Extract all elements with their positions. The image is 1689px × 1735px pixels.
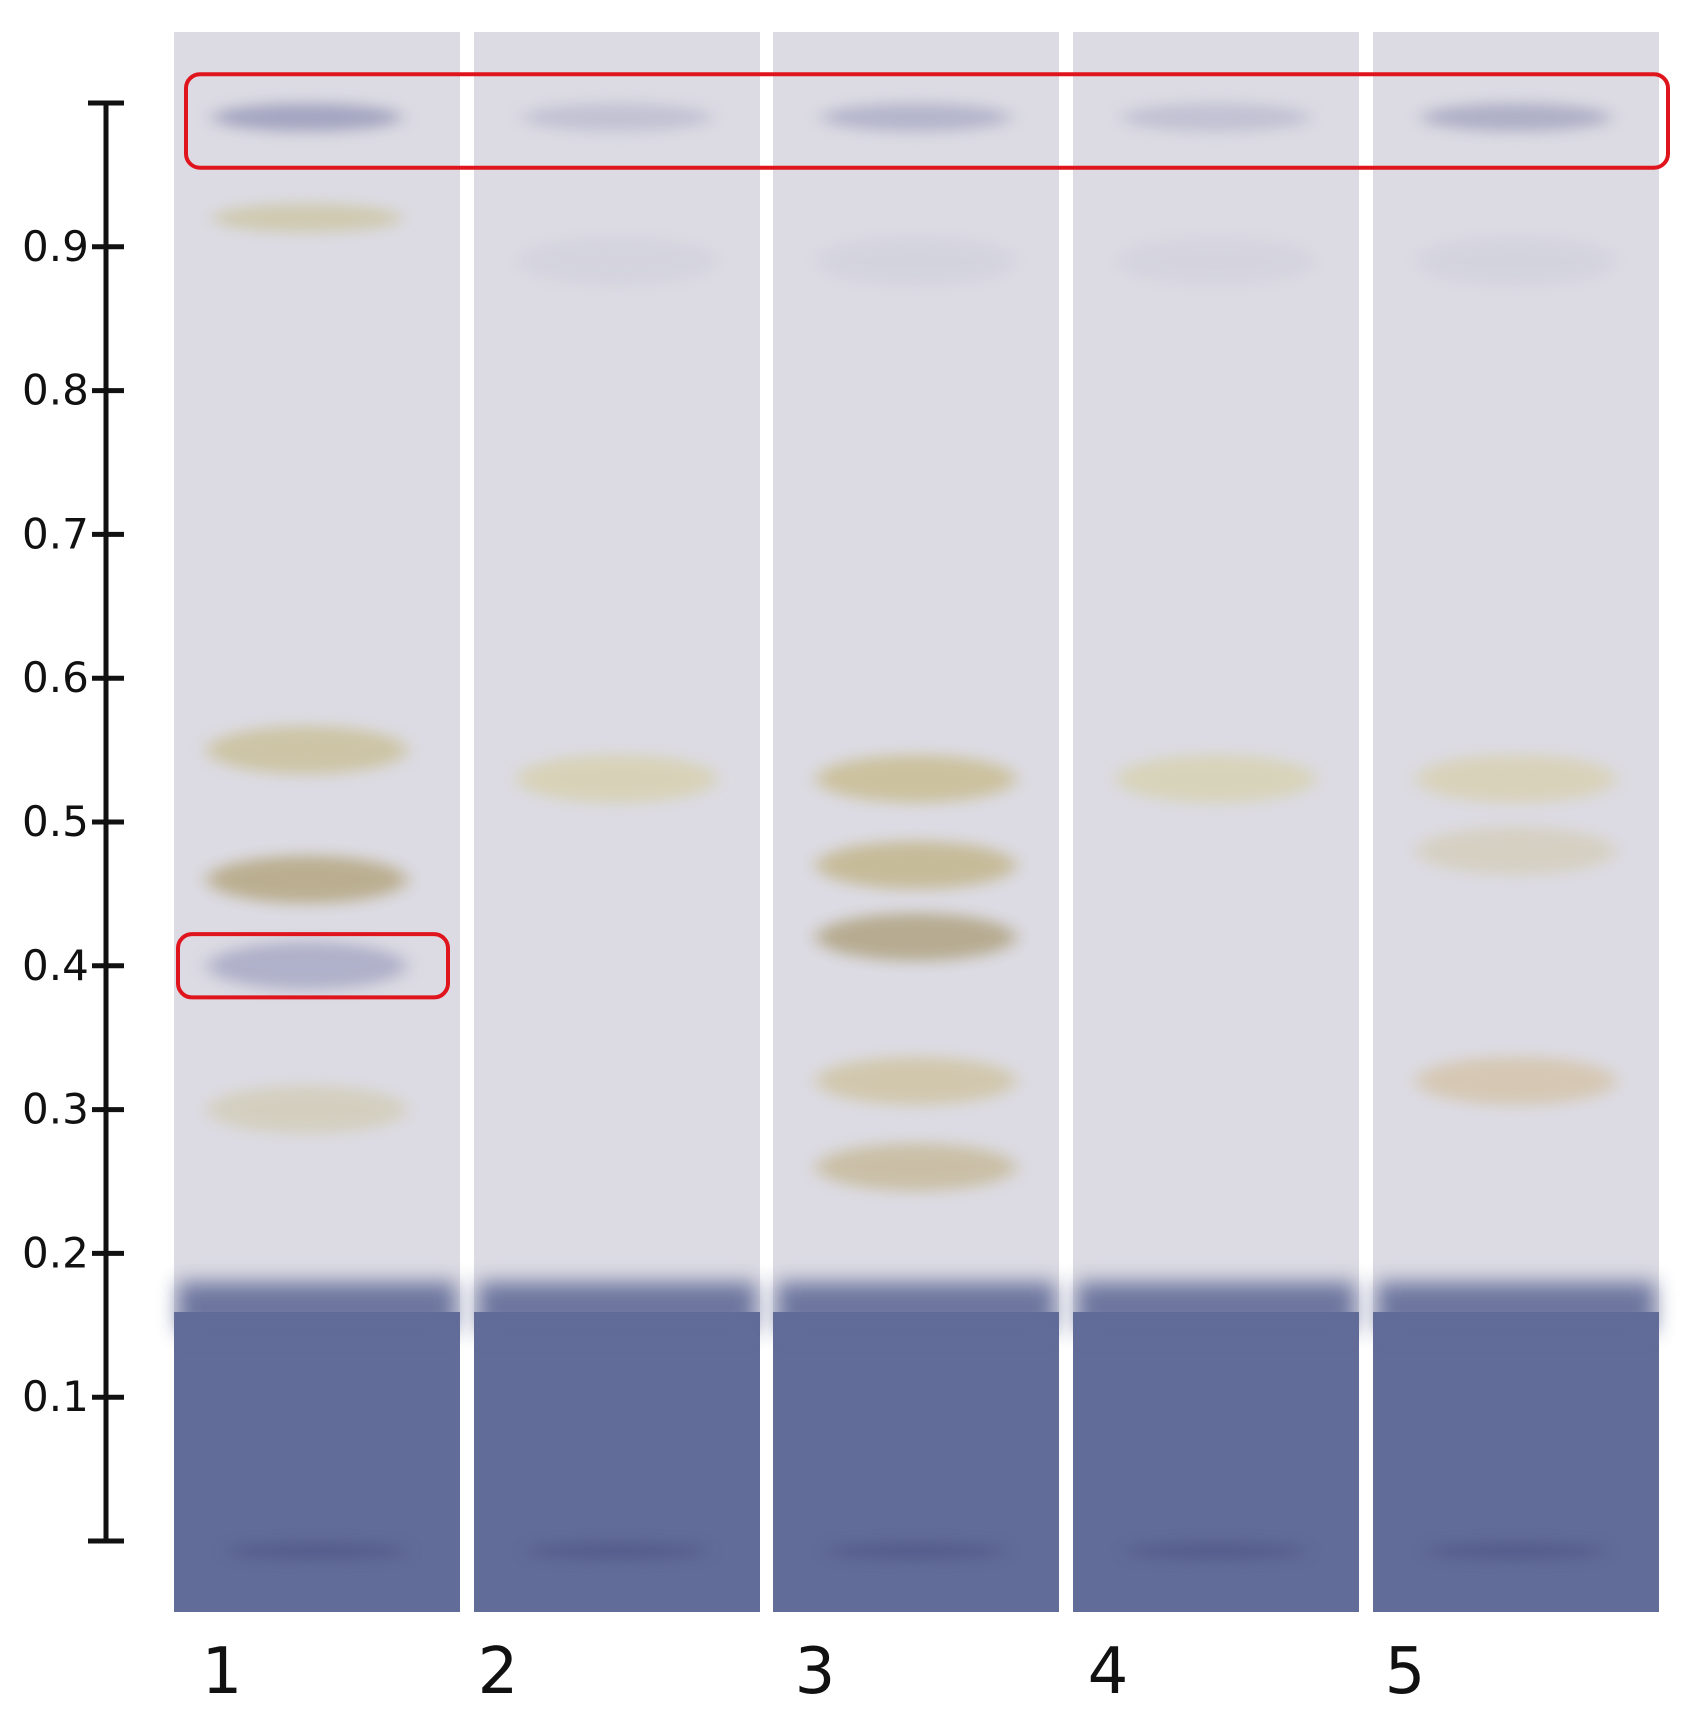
lane-dark-region bbox=[773, 1312, 1059, 1612]
lane-dark-region bbox=[174, 1312, 460, 1612]
band-rf-0.26 bbox=[816, 1143, 1016, 1192]
origin-spot bbox=[527, 1543, 707, 1559]
lane-dark-edge bbox=[178, 1282, 456, 1332]
band-rf-0.55 bbox=[207, 726, 407, 775]
lane-label-4: 4 bbox=[1087, 1635, 1129, 1709]
band-rf-0.89 bbox=[1116, 237, 1316, 286]
lane-5 bbox=[1373, 32, 1659, 1612]
band-rf-0.89 bbox=[517, 237, 717, 286]
lane-2 bbox=[474, 32, 760, 1612]
lane-dark-edge bbox=[1377, 1282, 1655, 1332]
rf-tick-label: 0.9 bbox=[22, 222, 89, 271]
band-rf-0.4 bbox=[207, 941, 407, 990]
lane-label-3: 3 bbox=[794, 1635, 836, 1709]
band-rf-0.92 bbox=[212, 204, 402, 233]
origin-spot bbox=[227, 1543, 407, 1559]
band-rf-0.53 bbox=[816, 754, 1016, 803]
band-rf-0.89 bbox=[1416, 237, 1616, 286]
lane-label-2: 2 bbox=[477, 1635, 519, 1709]
band-rf-0.99 bbox=[821, 103, 1011, 132]
origin-spot bbox=[1426, 1543, 1606, 1559]
band-rf-0.53 bbox=[1416, 754, 1616, 803]
rf-tick-label: 0.8 bbox=[22, 366, 89, 415]
lane-label-1: 1 bbox=[201, 1635, 243, 1709]
band-rf-0.47 bbox=[816, 841, 1016, 890]
origin-spot bbox=[1126, 1543, 1306, 1559]
band-rf-0.53 bbox=[1116, 754, 1316, 803]
lanes-layer bbox=[174, 32, 1659, 1612]
band-rf-0.3 bbox=[207, 1085, 407, 1134]
rf-tick-label: 0.2 bbox=[22, 1228, 89, 1277]
band-rf-0.99 bbox=[212, 103, 402, 132]
lane-label-5: 5 bbox=[1384, 1635, 1426, 1709]
band-rf-0.99 bbox=[522, 103, 712, 132]
band-rf-0.89 bbox=[816, 237, 1016, 286]
origin-spot bbox=[826, 1543, 1006, 1559]
lane-3 bbox=[773, 32, 1059, 1612]
band-rf-0.99 bbox=[1421, 103, 1611, 132]
lane-dark-region bbox=[1073, 1312, 1359, 1612]
band-rf-0.53 bbox=[517, 754, 717, 803]
rf-scale: 0.9 0.8 0.7 0.6 0.5 0.4 0.3 0.2 0.1 bbox=[22, 100, 124, 1544]
band-rf-0.99 bbox=[1121, 103, 1311, 132]
rf-tick-label: 0.6 bbox=[22, 653, 89, 702]
rf-tick-label: 0.1 bbox=[22, 1372, 89, 1421]
rf-tick-label: 0.4 bbox=[22, 941, 89, 990]
lane-dark-edge bbox=[1077, 1282, 1355, 1332]
band-rf-0.46 bbox=[207, 855, 407, 904]
band-rf-0.42 bbox=[816, 913, 1016, 962]
rf-tick-label: 0.5 bbox=[22, 797, 89, 846]
lane-dark-region bbox=[1373, 1312, 1659, 1612]
lane-1 bbox=[174, 32, 460, 1612]
band-rf-0.32 bbox=[816, 1056, 1016, 1105]
lane1-rf04-box bbox=[176, 932, 450, 1000]
highlights-layer bbox=[176, 72, 1670, 1000]
rf-tick-label: 0.3 bbox=[22, 1085, 89, 1134]
solvent-front-box bbox=[184, 72, 1670, 170]
lane-4 bbox=[1073, 32, 1359, 1612]
lane-dark-edge bbox=[478, 1282, 756, 1332]
rf-tick-label: 0.7 bbox=[22, 509, 89, 558]
band-rf-0.48 bbox=[1416, 826, 1616, 875]
lane-dark-edge bbox=[777, 1282, 1055, 1332]
band-rf-0.32 bbox=[1416, 1056, 1616, 1105]
lane-dark-region bbox=[474, 1312, 760, 1612]
